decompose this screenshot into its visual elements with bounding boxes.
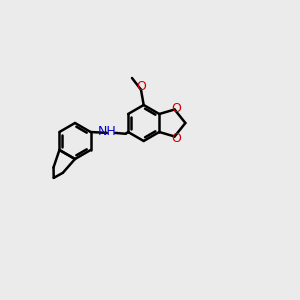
Text: O: O [171,131,181,145]
Text: O: O [137,80,146,93]
Text: O: O [171,101,181,115]
Text: NH: NH [98,124,117,138]
